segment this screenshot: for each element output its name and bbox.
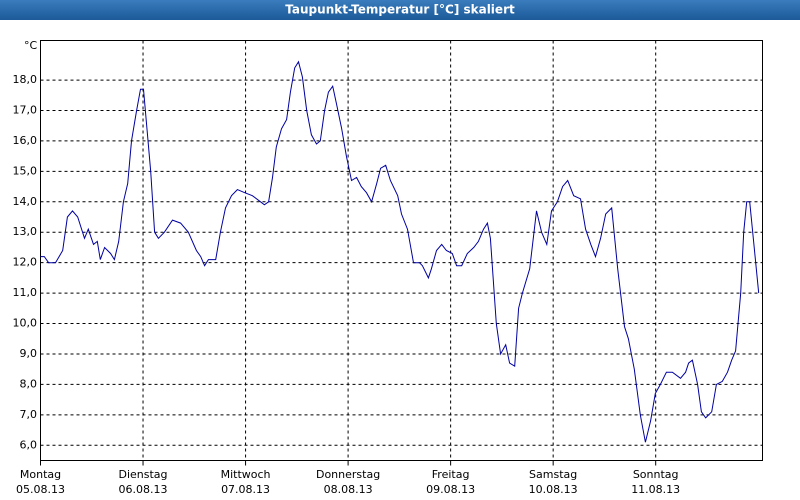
y-tick-label: 10,0 <box>13 317 38 330</box>
y-tick-label: 18,0 <box>13 73 38 86</box>
x-tick-label: Sonntag <box>633 468 679 481</box>
x-tick-date: 11.08.13 <box>631 483 680 496</box>
x-tick-label: Mittwoch <box>221 468 271 481</box>
x-tick-date: 08.08.13 <box>324 483 373 496</box>
y-tick-label: 7,0 <box>20 408 38 421</box>
data-line <box>40 60 760 443</box>
y-tick-label: 6,0 <box>20 438 38 451</box>
x-tick-date: 06.08.13 <box>119 483 168 496</box>
y-tick-label: 16,0 <box>13 134 38 147</box>
y-tick-label: 12,0 <box>13 256 38 269</box>
x-tick-label: Montag <box>20 468 61 481</box>
y-tick-label: 11,0 <box>13 286 38 299</box>
x-tick-date: 10.08.13 <box>529 483 578 496</box>
x-tick-label: Freitag <box>432 468 470 481</box>
y-tick-label: 15,0 <box>13 164 38 177</box>
x-tick-label: Samstag <box>529 468 577 481</box>
x-tick-label: Donnerstag <box>316 468 380 481</box>
y-tick-label: 8,0 <box>20 377 38 390</box>
x-tick-date: 09.08.13 <box>426 483 475 496</box>
title-bar <box>0 0 800 20</box>
y-tick-label: 13,0 <box>13 225 38 238</box>
x-tick-date: 05.08.13 <box>16 483 65 496</box>
x-tick-label: Dienstag <box>119 468 168 481</box>
y-tick-label: 17,0 <box>13 104 38 117</box>
y-unit: °C <box>24 39 38 52</box>
x-tick-date: 07.08.13 <box>221 483 270 496</box>
y-tick-label: 9,0 <box>20 347 38 360</box>
y-tick-label: 14,0 <box>13 195 38 208</box>
chart-title: Taupunkt-Temperatur [°C] skaliert <box>285 3 515 17</box>
